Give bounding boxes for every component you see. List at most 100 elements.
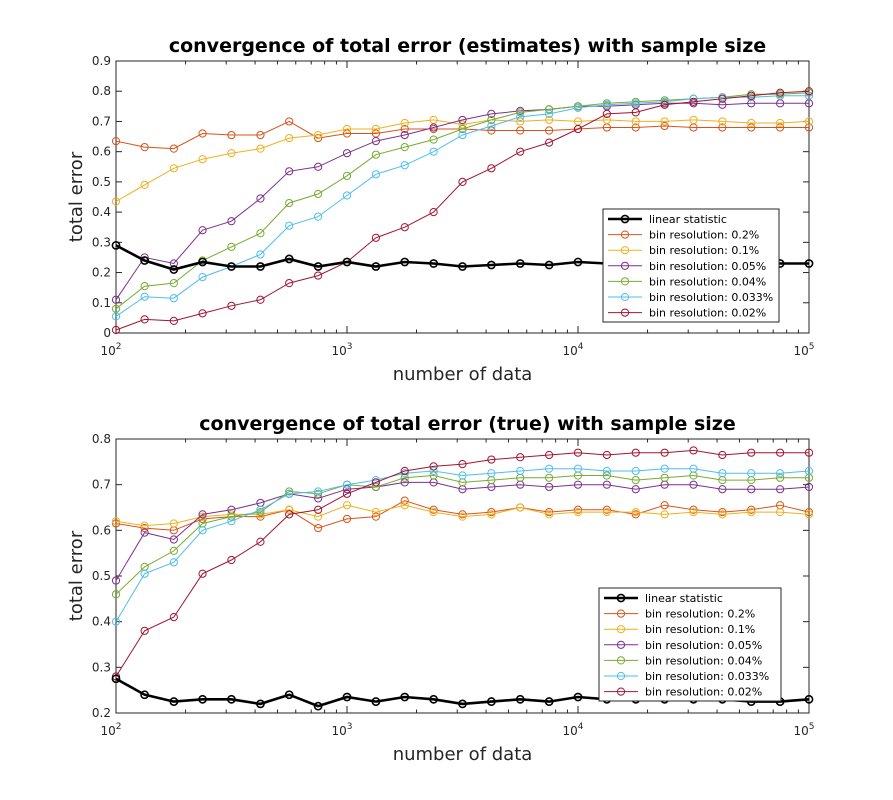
data-point [198,272,207,282]
data-point [545,450,554,460]
data-point [487,507,496,517]
series-bin-resolution-0-02- [111,87,814,335]
data-point [689,115,698,125]
data-point [458,115,467,125]
data-point [400,130,409,140]
y-tick-label: 0.4 [92,205,111,219]
data-point [140,528,149,537]
data-point [429,471,438,480]
data-point [804,482,814,492]
y-tick-label: 0.2 [92,706,111,720]
data-point [487,121,496,131]
data-point [573,480,583,489]
data-point [545,473,554,482]
data-point [111,519,121,528]
data-point [804,466,814,476]
x-tick-label: 102 [100,722,121,738]
data-point [429,507,438,517]
data-point [718,510,727,519]
y-tick-label: 0.5 [92,569,111,583]
data-point [747,118,756,128]
x-tick-base: 10 [793,724,808,738]
data-point [545,507,554,517]
data-point [400,496,409,505]
data-point [776,473,785,482]
data-point [747,485,756,494]
data-point [718,507,727,517]
legend-marker [620,292,630,302]
legend-label: bin resolution: 0.2% [645,608,755,621]
data-point [429,208,438,217]
legend-marker [616,609,626,618]
data-point [342,124,352,134]
data-point [429,462,438,471]
data-point [227,301,236,310]
data-point [573,692,583,702]
data-point [804,694,814,704]
x-tick-base: 10 [100,724,115,738]
data-point [313,262,323,271]
legend-marker [620,230,630,239]
data-point [284,690,294,700]
data-point [256,144,265,153]
data-point [140,256,150,265]
data-point [314,133,323,143]
data-point [458,471,467,480]
y-tick-label: 0.1 [92,296,111,310]
x-tick-label: 105 [793,722,814,738]
legend-marker [620,277,630,286]
data-point [631,123,640,132]
series-line [115,90,810,331]
data-point [111,295,121,304]
data-point [169,294,178,303]
data-point [140,180,149,190]
data-point [804,259,814,268]
data-point [169,613,178,622]
data-point [545,510,554,519]
y-tick-label: 0.5 [92,175,111,189]
data-point [314,505,323,514]
data-point [227,149,236,158]
data-point [198,226,207,235]
data-point [371,136,381,146]
data-point [747,505,756,514]
x-tick-exponent: 2 [116,342,122,352]
legend-marker [616,656,626,665]
data-point [256,537,265,546]
data-point [515,259,525,268]
y-tick-label: 0.7 [92,478,111,492]
data-point [718,450,727,460]
x-tick-label: 103 [331,342,352,358]
data-point [140,569,149,578]
y-tick-label: 0.2 [92,266,111,280]
data-point [256,194,265,203]
data-point [776,91,785,100]
data-point [256,295,265,304]
x-tick-base: 10 [562,344,577,358]
legend-label: bin resolution: 0.04% [649,275,766,288]
data-point [486,697,496,706]
legend-marker [616,593,626,603]
data-point [111,674,121,684]
data-point [689,94,698,103]
series-bin-resolution-0-1- [111,115,814,206]
data-point [602,115,611,125]
data-point [256,229,265,238]
data-point [458,124,467,134]
data-point [487,469,496,478]
data-point [111,325,121,335]
x-tick-base: 10 [331,344,346,358]
y-tick-label: 0.6 [92,145,111,159]
data-point [487,126,496,135]
series-bin-resolution-0-04- [111,471,814,599]
series-line [115,102,809,301]
data-point [458,460,467,469]
data-point [198,510,207,519]
data-point [371,697,381,706]
legend-label: bin resolution: 0.2% [649,229,759,242]
data-point [804,117,814,126]
data-point [285,510,294,519]
data-point [140,143,149,152]
series-bin-resolution-0-033- [111,464,814,626]
